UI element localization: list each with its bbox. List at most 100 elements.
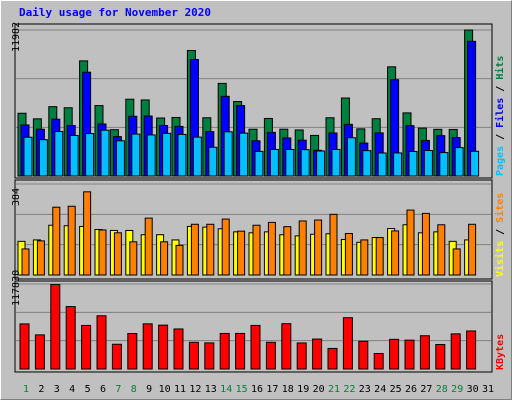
bar-kbytes-day-10 — [158, 324, 169, 370]
legend-middle: Visits / Sites — [494, 193, 506, 277]
x-tick-label: 8 — [131, 384, 137, 395]
bar-sites-day-16 — [252, 224, 261, 276]
x-tick-label: 15 — [236, 384, 248, 395]
bar-kbytes-day-1 — [19, 323, 30, 370]
x-tick-label: 5 — [85, 384, 91, 395]
bar-kbytes-day-16 — [250, 324, 261, 370]
bar-sites-day-4 — [67, 205, 76, 276]
bar-kbytes-day-19 — [296, 342, 307, 370]
chart-title: Daily usage for November 2020 — [19, 6, 212, 19]
bar-sites-day-29 — [452, 248, 461, 276]
bar-sites-day-9 — [144, 217, 153, 276]
legend-item: Visits — [494, 241, 506, 277]
bar-kbytes-day-27 — [419, 335, 430, 370]
legend-item: Pages — [495, 146, 506, 176]
legend-item: Sites — [494, 193, 506, 223]
bar-pages-day-10 — [162, 132, 172, 177]
x-tick-label: 6 — [100, 384, 106, 395]
bar-kbytes-day-29 — [450, 333, 461, 370]
bar-pages-day-14 — [223, 131, 233, 177]
bar-pages-day-16 — [254, 150, 264, 177]
x-tick-label: 18 — [282, 384, 294, 395]
x-tick-label: 7 — [115, 384, 121, 395]
bar-sites-day-6 — [98, 229, 107, 276]
bar-pages-day-11 — [177, 133, 187, 177]
bar-pages-day-28 — [439, 152, 449, 177]
bar-pages-day-18 — [285, 148, 295, 177]
bar-sites-day-17 — [267, 221, 276, 276]
legend-item: / — [495, 128, 506, 146]
x-tick-label: 25 — [390, 384, 402, 395]
bar-sites-day-26 — [406, 209, 415, 276]
x-tick-label: 29 — [451, 384, 463, 395]
x-tick-label: 27 — [420, 384, 432, 395]
bar-sites-day-10 — [160, 241, 169, 276]
bar-pages-day-26 — [408, 151, 418, 177]
bar-pages-day-5 — [85, 133, 95, 177]
bar-kbytes-day-13 — [204, 342, 215, 370]
bar-kbytes-day-9 — [142, 323, 153, 370]
legend-item: / — [495, 80, 506, 98]
bar-pages-day-12 — [192, 136, 202, 177]
bar-kbytes-day-20 — [312, 338, 323, 370]
bar-pages-day-25 — [393, 152, 403, 177]
x-tick-label: 9 — [146, 384, 152, 395]
bar-kbytes-day-28 — [435, 343, 446, 370]
y-max-label-middle: 384 — [11, 188, 22, 206]
bar-sites-day-18 — [283, 226, 292, 276]
bar-sites-day-12 — [190, 223, 199, 276]
bar-pages-day-29 — [454, 147, 464, 177]
bar-sites-day-21 — [329, 213, 338, 276]
legend-item: KBytes — [495, 334, 506, 370]
bar-kbytes-day-26 — [404, 339, 415, 370]
bar-sites-day-22 — [344, 233, 353, 276]
bar-pages-day-13 — [208, 146, 218, 177]
bar-pages-day-21 — [331, 148, 341, 177]
bar-kbytes-day-12 — [188, 341, 199, 370]
bar-sites-day-7 — [113, 232, 122, 276]
bar-sites-day-14 — [221, 218, 230, 276]
bar-sites-day-19 — [298, 220, 307, 276]
bar-kbytes-day-11 — [173, 328, 184, 370]
x-tick-label: 28 — [436, 384, 448, 395]
y-max-label-bottom: 117830 — [11, 270, 22, 306]
bar-kbytes-day-22 — [342, 317, 353, 370]
bar-pages-day-20 — [316, 150, 326, 177]
bar-pages-day-4 — [69, 134, 79, 177]
bar-pages-day-24 — [377, 152, 387, 177]
bar-kbytes-day-2 — [34, 334, 45, 370]
bar-pages-day-9 — [146, 134, 156, 177]
legend-top: Pages / Files / Hits — [494, 56, 506, 176]
x-tick-label: 22 — [343, 384, 355, 395]
legend-bottom: KBytes — [495, 334, 506, 370]
bar-pages-day-1 — [23, 136, 33, 177]
y-max-label-top: 11982 — [11, 22, 22, 52]
x-tick-label: 24 — [374, 384, 386, 395]
bar-pages-day-8 — [131, 133, 141, 177]
bar-kbytes-day-6 — [96, 315, 107, 370]
bar-sites-day-27 — [421, 212, 430, 276]
bar-sites-day-23 — [360, 239, 369, 276]
bar-pages-day-17 — [269, 148, 279, 177]
bar-sites-day-30 — [468, 223, 477, 276]
x-tick-label: 12 — [189, 384, 201, 395]
legend-item: / — [495, 223, 506, 241]
legend-item: Hits — [494, 56, 506, 80]
bar-kbytes-day-7 — [111, 343, 122, 370]
bar-pages-day-6 — [100, 129, 110, 177]
bar-pages-day-23 — [362, 150, 372, 177]
x-tick-label: 4 — [69, 384, 75, 395]
bar-kbytes-day-8 — [127, 333, 138, 370]
bar-sites-day-1 — [21, 248, 30, 276]
bar-kbytes-day-3 — [50, 284, 61, 370]
bar-pages-day-7 — [115, 140, 125, 177]
bar-kbytes-day-23 — [358, 340, 369, 370]
x-tick-label: 19 — [297, 384, 309, 395]
x-tick-label: 3 — [54, 384, 60, 395]
bar-pages-day-15 — [239, 132, 249, 177]
x-tick-label: 13 — [205, 384, 217, 395]
bar-kbytes-day-5 — [81, 324, 92, 370]
x-tick-label: 26 — [405, 384, 417, 395]
bar-pages-day-27 — [423, 150, 433, 177]
